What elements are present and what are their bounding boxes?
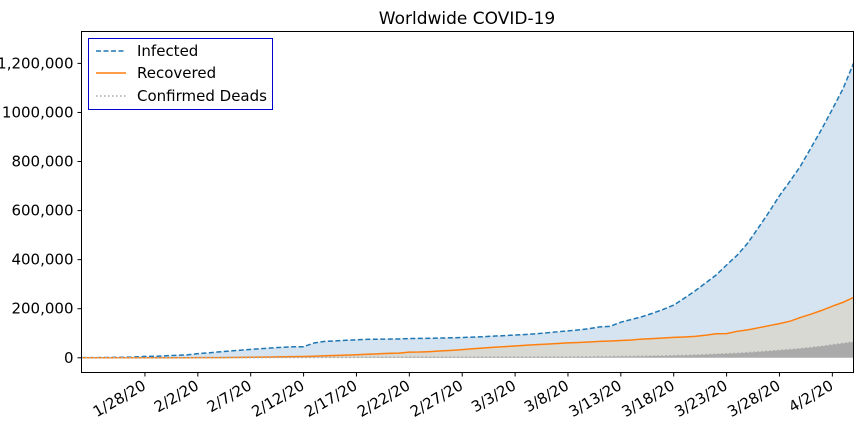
legend-label-infected: Infected bbox=[137, 42, 198, 60]
y-tick-label: 1,200,000 bbox=[0, 54, 74, 72]
x-tick-label: 3/23/20 bbox=[672, 376, 731, 421]
line-confirmed-deads bbox=[81, 341, 854, 359]
y-tick-label: 400,000 bbox=[11, 251, 73, 269]
series-lines bbox=[81, 63, 855, 359]
y-tick-label: 800,000 bbox=[11, 153, 73, 171]
x-tick-label: 2/7/20 bbox=[204, 376, 255, 416]
x-tick-label: 2/22/20 bbox=[354, 376, 413, 421]
y-tick-label: 1000,000 bbox=[2, 103, 74, 121]
legend: Infected Recovered Confirmed Deads bbox=[88, 38, 273, 110]
plot-frame bbox=[81, 31, 854, 373]
x-axis: 1/28/20 2/2/20 2/7/202/12/202/17/202/22/20… bbox=[90, 372, 837, 421]
x-tick-label: 2/2/20 bbox=[151, 376, 202, 416]
x-tick-label: 3/28/20 bbox=[724, 376, 783, 421]
legend-label-recovered: Recovered bbox=[137, 64, 216, 82]
area-recovered bbox=[81, 297, 854, 358]
x-tick-label: 2/12/20 bbox=[249, 376, 308, 421]
x-tick-label: 4/2/20 bbox=[786, 376, 837, 416]
y-tick-label: 0 bbox=[64, 349, 74, 367]
x-tick-label: 1/28/20 bbox=[90, 376, 149, 421]
y-axis: 0 200,000 400,000 600,000 800,000 1000,000 1,2… bbox=[0, 54, 82, 367]
y-tick-label: 200,000 bbox=[11, 300, 73, 318]
y-tick-label: 600,000 bbox=[11, 202, 73, 220]
x-tick-label: 3/3/20 bbox=[468, 376, 519, 416]
line-infected bbox=[81, 63, 855, 359]
area-confirmed-deads bbox=[81, 341, 854, 358]
x-tick-label: 3/13/20 bbox=[566, 376, 625, 421]
x-tick-label: 3/8/20 bbox=[521, 376, 572, 416]
legend-label-confirmed-deads: Confirmed Deads bbox=[137, 87, 267, 105]
chart-title: Worldwide COVID-19 bbox=[379, 9, 555, 29]
x-tick-label: 2/27/20 bbox=[407, 376, 466, 421]
x-tick-label: 3/18/20 bbox=[619, 376, 678, 421]
area-fills bbox=[81, 63, 854, 358]
x-tick-label: 2/17/20 bbox=[301, 376, 360, 421]
